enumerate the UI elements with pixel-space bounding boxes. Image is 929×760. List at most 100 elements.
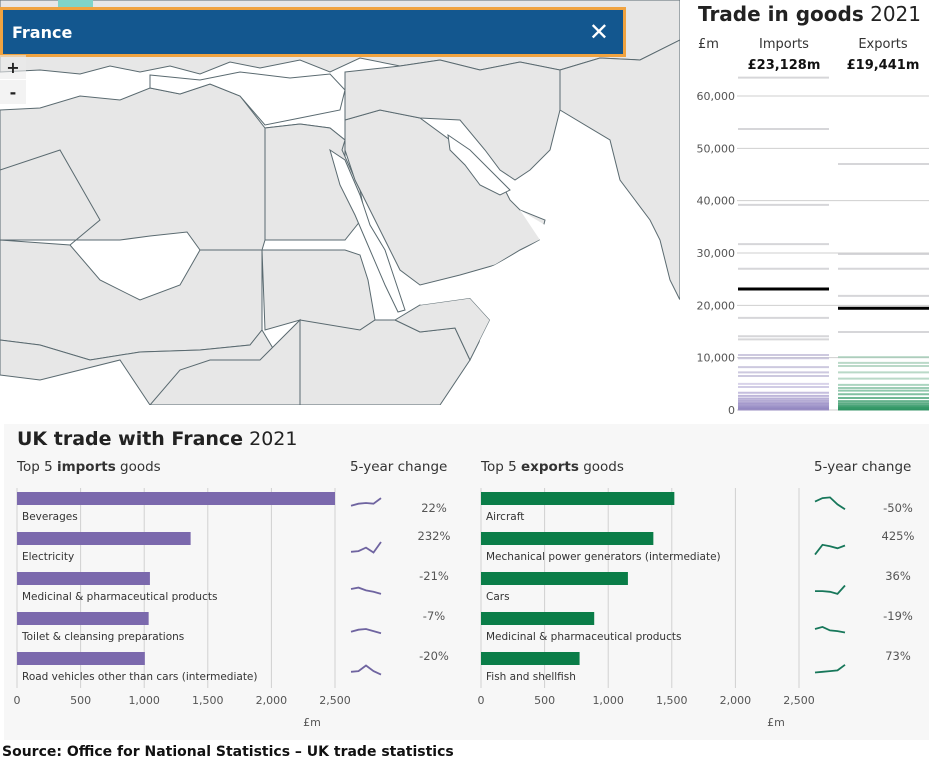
x-tick-label: 500 [70,694,91,707]
top-goods-charts: 0 500 1,000 1,500 2,000 2,500 £m Beverages 22% El… [14,488,915,729]
close-icon[interactable]: ✕ [588,18,609,46]
bar [481,532,654,545]
country-name: France [12,22,73,42]
map-region-sudan [261,249,376,331]
map-region-east-africa [299,319,471,405]
imports-total: £23,128m [747,58,821,73]
title-bold: Trade in goods [698,2,864,26]
x-tick-label: 500 [534,694,555,707]
map-region-sahel [0,239,263,361]
bar [17,612,149,625]
uk-trade-title: UK trade with France 2021 [17,428,297,450]
sparkline [814,496,846,511]
map-region-central [149,318,301,405]
five-year-change-value: -50% [883,501,913,515]
sparkline [350,541,382,554]
five-year-change-value: -21% [419,569,449,583]
zoom-in-button[interactable]: + [0,55,26,79]
bar-category-label: Cars [486,591,510,603]
sparkline [350,497,382,507]
map-sea-persian-gulf [447,133,511,196]
bar [17,652,145,665]
x-axis-label: £m [767,716,785,729]
imports-change-header: 5-year change [350,459,448,475]
bar [17,532,191,545]
exports-header: Top 5 exports goods [481,459,624,475]
trade-in-goods-panel: Trade in goods 2021 £m Imports Exports £… [680,0,929,420]
header-post: goods [115,459,161,475]
sparkline [815,584,846,595]
bar [481,492,675,505]
x-tick-label: 2,500 [783,694,815,707]
bar-category-label: Mechanical power generators (intermediat… [486,551,721,563]
header-pre: Top 5 [481,459,521,475]
map-region-south-asia [559,39,680,301]
header-pre: Top 5 [17,459,57,475]
world-map[interactable]: France ✕ + - [0,0,680,405]
bar [481,572,628,585]
exports-total: £19,441m [846,58,920,73]
bar [481,652,580,665]
header-bold: exports [520,459,579,475]
map-region-algeria [0,149,101,246]
bar-category-label: Medicinal & pharmaceutical products [22,591,217,603]
trade-strip-chart: 0 10,000 20,000 30,000 40,000 50,000 60,000 [697,76,929,417]
exports-change-header: 5-year change [814,459,912,475]
y-tick-label: 60,000 [697,90,736,103]
zoom-out-button[interactable]: - [0,80,26,104]
trade-in-goods-title: Trade in goods 2021 [698,2,921,26]
x-axis-label: £m [303,716,321,729]
uk-trade-panel: UK trade with France 2021 Top 5 imports … [4,424,929,740]
five-year-change-value: 425% [882,529,915,543]
country-banner: France ✕ [0,7,626,57]
sparkline [814,543,846,556]
sparkline [814,664,846,674]
x-tick-label: 1,000 [128,694,160,707]
bar [481,612,595,625]
five-year-change-value: -19% [883,609,913,623]
bar-category-label: Road vehicles other than cars (intermedi… [22,671,258,683]
unit-label: £m [698,37,719,52]
five-year-change-value: -20% [419,649,449,663]
header-post: goods [578,459,624,475]
y-tick-label: 40,000 [697,195,736,208]
y-tick-label: 0 [728,404,735,417]
bar [17,572,150,585]
map-canvas[interactable] [0,0,680,405]
map-sea-arabian [420,210,680,405]
title-year: 2021 [870,2,921,26]
map-sea-mediterranean [149,71,346,126]
five-year-change-value: 73% [885,649,911,663]
header-bold: imports [56,459,116,475]
map-region-egypt [264,123,366,241]
source-note: Source: Office for National Statistics –… [2,744,454,760]
y-tick-label: 50,000 [697,142,736,155]
map-selected-country-france[interactable] [58,0,93,8]
x-tick-label: 1,500 [656,694,688,707]
five-year-change-value: -7% [423,609,445,623]
y-tick-label: 10,000 [697,352,736,365]
map-region-middle-east [344,59,561,181]
imports-header: Top 5 imports goods [17,459,161,475]
y-tick-label: 30,000 [697,247,736,260]
bar-category-label: Aircraft [486,511,524,523]
five-year-change-value: 232% [418,529,451,543]
sparkline [350,628,382,635]
exports-label: Exports [858,37,908,52]
bar-category-label: Electricity [22,551,74,563]
five-year-change-value: 22% [421,501,447,515]
x-tick-label: 1,500 [192,694,224,707]
sparkline [350,664,382,676]
bar-category-label: Toilet & cleansing preparations [21,631,184,643]
x-tick-label: 0 [478,694,485,707]
x-tick-label: 2,000 [256,694,288,707]
five-year-change-value: 36% [885,569,911,583]
imports-label: Imports [759,37,809,52]
x-tick-label: 1,000 [592,694,624,707]
y-tick-label: 20,000 [697,299,736,312]
map-sea-red-sea [329,148,406,313]
bar-category-label: Fish and shellfish [486,671,576,683]
bar-category-label: Medicinal & pharmaceutical products [486,631,681,643]
bar [17,492,335,505]
